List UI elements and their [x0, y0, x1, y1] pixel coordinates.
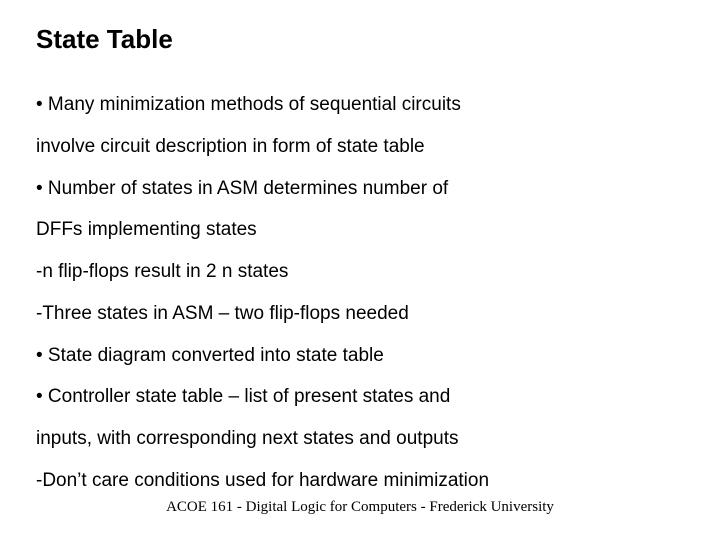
body-line-7: • Controller state table – list of prese… [36, 385, 684, 409]
slide-footer: ACOE 161 - Digital Logic for Computers -… [0, 499, 720, 516]
body-line-3: DFFs implementing states [36, 218, 684, 242]
slide: State Table • Many minimization methods … [0, 0, 720, 540]
body-line-9: -Don’t care conditions used for hardware… [36, 469, 684, 493]
body-line-1: involve circuit description in form of s… [36, 135, 684, 159]
body-line-8: inputs, with corresponding next states a… [36, 427, 684, 451]
slide-title: State Table [36, 24, 684, 55]
body-line-0: • Many minimization methods of sequentia… [36, 93, 684, 117]
body-line-2: • Number of states in ASM determines num… [36, 177, 684, 201]
body-line-6: • State diagram converted into state tab… [36, 344, 684, 368]
body-line-4: -n flip-flops result in 2 n states [36, 260, 684, 284]
body-line-5: -Three states in ASM – two flip-flops ne… [36, 302, 684, 326]
